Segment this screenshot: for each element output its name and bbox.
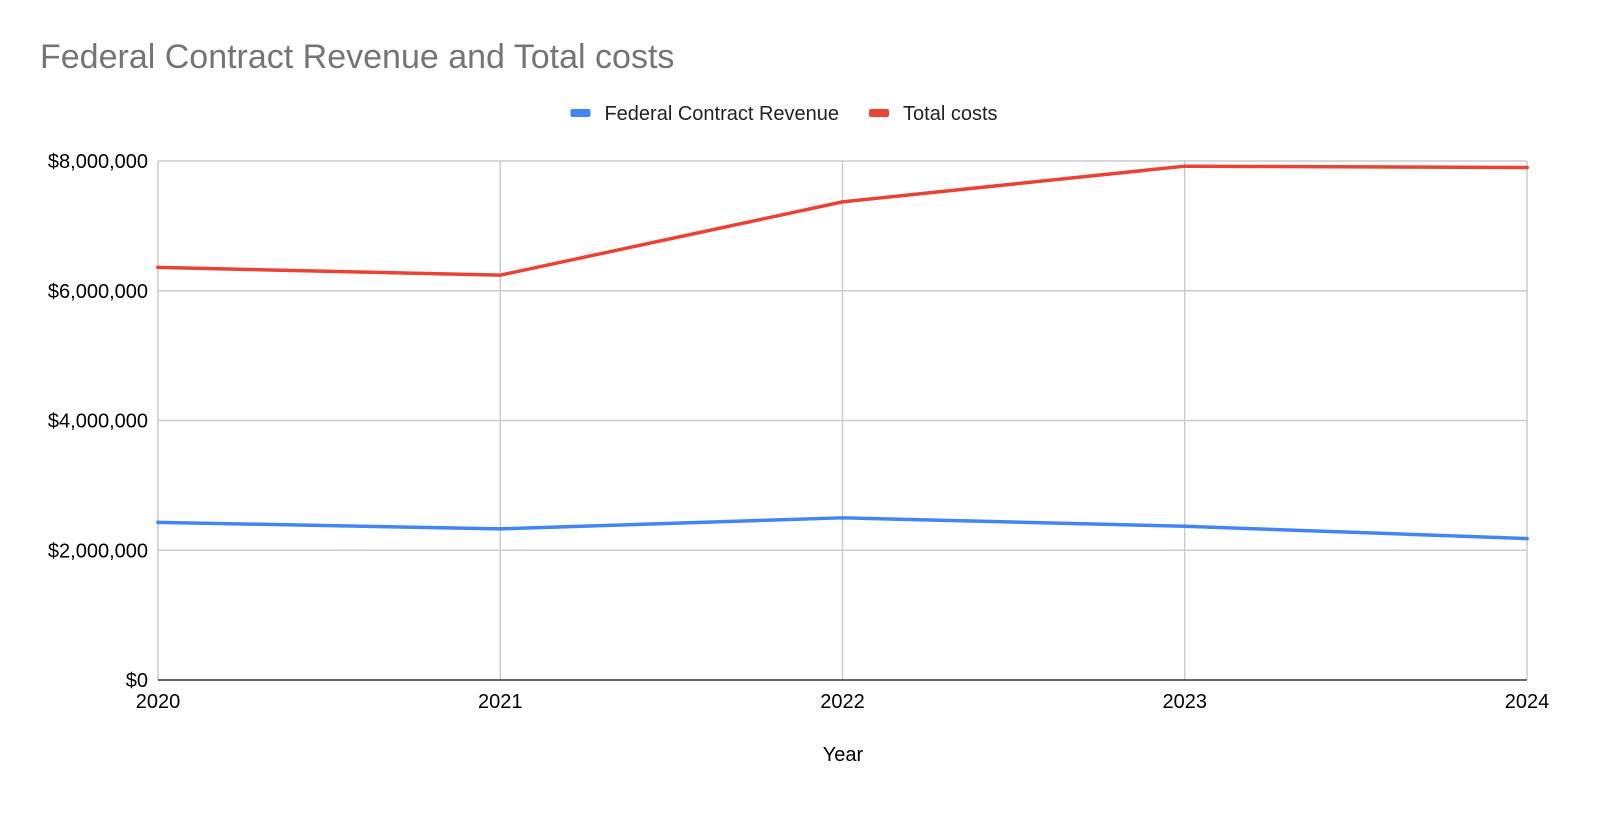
- y-tick-label: $6,000,000: [48, 281, 148, 303]
- legend-label: Total costs: [903, 103, 997, 125]
- data-point: [156, 265, 160, 270]
- chart-legend: Federal Contract Revenue Total costs: [570, 103, 998, 125]
- legend-swatch: [869, 109, 890, 117]
- x-axis-title: Year: [823, 744, 864, 766]
- data-point: [498, 273, 503, 277]
- data-point: [1525, 165, 1529, 170]
- data-point: [156, 520, 160, 525]
- legend-swatch: [570, 109, 591, 117]
- x-tick-label: 2021: [478, 691, 523, 713]
- chart-series: [156, 164, 1529, 541]
- chart-gridlines: [157, 160, 1528, 680]
- x-tick-label: 2024: [1505, 691, 1550, 713]
- y-axis: $0 $2,000,000 $4,000,000 $6,000,000 $8,000,0…: [48, 151, 148, 692]
- x-axis: 2020 2021 2022 2023 2024: [136, 679, 1550, 713]
- x-tick-label: 2022: [820, 691, 865, 713]
- legend-item: Federal Contract Revenue: [570, 103, 839, 125]
- x-tick-label: 2023: [1163, 691, 1208, 713]
- data-point: [1525, 536, 1529, 541]
- data-point: [1182, 164, 1187, 168]
- y-tick-label: $2,000,000: [48, 540, 148, 562]
- data-point: [1182, 524, 1187, 529]
- y-tick-label: $4,000,000: [48, 411, 148, 433]
- y-tick-label: $0: [126, 670, 148, 692]
- legend-label: Federal Contract Revenue: [604, 103, 839, 125]
- data-point: [498, 527, 503, 531]
- data-point: [840, 516, 845, 520]
- y-tick-label: $8,000,000: [48, 151, 148, 173]
- data-point: [840, 200, 845, 204]
- legend-item: Total costs: [869, 103, 998, 125]
- chart-title: Federal Contract Revenue and Total costs: [40, 38, 674, 76]
- x-tick-label: 2020: [136, 691, 181, 713]
